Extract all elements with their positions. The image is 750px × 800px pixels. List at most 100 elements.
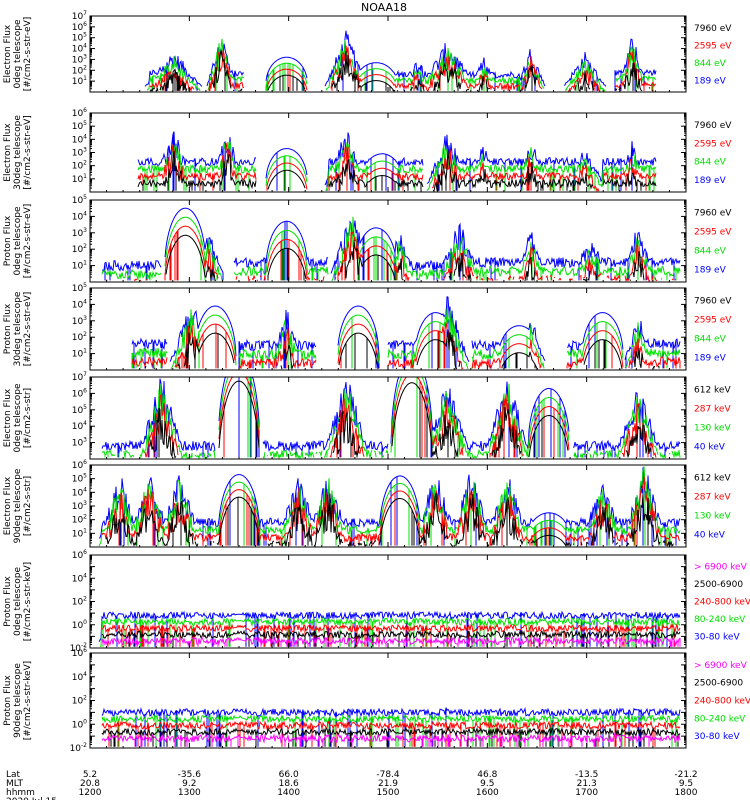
ylabel-line: 0deg telescope — [13, 567, 23, 637]
panel-data — [101, 706, 681, 747]
panel-ylabel: MEPED Electron Flux 90deg telescope [#/cm2-… — [0, 468, 33, 543]
panel-5: 103 104 105 106 107 MEPED Electron Flux 0deg te… — [0, 371, 731, 460]
legend-label: 7960 eV — [694, 297, 732, 307]
legend-label: > 6900 keV — [694, 661, 748, 671]
ylabel-line: MEPED — [0, 586, 3, 618]
ylabel-line: [#/cm2-s-str] — [23, 388, 33, 448]
series-line-black — [101, 725, 681, 747]
ylabel-line: TED — [0, 143, 3, 162]
y-tick-label: 104 — [72, 420, 87, 432]
x-lat-label: -78.4 — [376, 770, 400, 780]
legend-label: 2595 eV — [694, 41, 732, 51]
y-tick-label: 105 — [72, 32, 87, 44]
y-tick-label: 105 — [72, 282, 87, 294]
legend-label: 844 eV — [694, 59, 727, 69]
x-mlt-label: 9.2 — [182, 779, 196, 789]
panel-4: 101 102 103 104 105 TED Proton Flux 30deg teles… — [0, 282, 732, 371]
panel-ylabel: MEPED Electron Flux 0deg telescope [#/cm2-s… — [0, 383, 33, 453]
y-tick-label: 103 — [72, 147, 87, 159]
x-mlt-label: 9.5 — [679, 779, 693, 789]
x-mlt-label: 9.5 — [480, 779, 494, 789]
panel-ylabel: TED Proton Flux 30deg telescope [#/cm2-s-st… — [0, 291, 33, 366]
y-tick-label: 104 — [72, 298, 87, 310]
series-line-red — [101, 476, 681, 546]
x-hhmm-label: 1200 — [79, 788, 102, 798]
y-tick-label: 106 — [72, 459, 87, 471]
legend-label: 844 eV — [694, 158, 727, 168]
ylabel-line: MEPED — [0, 490, 3, 522]
legend-label: 2595 eV — [694, 316, 732, 326]
legend-label: 240-800 keV — [694, 697, 750, 707]
y-tick-label: 104 — [72, 671, 87, 683]
y-tick-label: 102 — [72, 514, 87, 526]
y-tick-label: 106 — [72, 549, 87, 561]
y-tick-label: 10-2 — [70, 642, 88, 654]
legend-label: 80-240 keV — [694, 615, 746, 625]
y-tick-label: 101 — [72, 173, 87, 185]
y-tick-label: 104 — [72, 133, 87, 145]
panel-ylabel: TED Electron Flux 30deg telescope [#/cm2-s-… — [0, 115, 33, 190]
x-mlt-label: 18.6 — [279, 779, 299, 789]
panel-data — [98, 610, 681, 647]
panel-8: 10-2 100 102 104 106 MEPED Proton Flux 90deg te… — [0, 647, 750, 754]
panel-ylabel: TED Proton Flux 0deg telescope [#/cm2-s-str… — [0, 204, 33, 279]
y-tick-label: 100 — [72, 619, 87, 631]
figure-title: NOAA18 — [361, 1, 407, 14]
x-mlt-label: 21.9 — [378, 779, 398, 789]
series-line-black — [149, 380, 652, 459]
x-hhmm-label: 1400 — [277, 788, 300, 798]
y-tick-label: 103 — [72, 315, 87, 327]
y-tick-label: 104 — [72, 43, 87, 55]
x-hhmm-label: 1700 — [575, 788, 598, 798]
row-label-mlt: MLT — [6, 779, 24, 789]
ylabel-line: [#/cm2-s-str-eV] — [23, 115, 33, 190]
ylabel-line: Proton Flux — [3, 303, 13, 354]
legend-label: 844 eV — [694, 247, 727, 257]
legend-label: 130 keV — [694, 424, 731, 434]
panel-data — [131, 296, 681, 370]
ylabel-line: 0deg telescope — [13, 206, 23, 276]
ylabel-line: Electron Flux — [3, 123, 13, 182]
y-tick-label: 102 — [72, 160, 87, 172]
y-tick-label: 101 — [72, 348, 87, 360]
panel-data — [101, 207, 680, 281]
x-mlt-label: 20.8 — [80, 779, 100, 789]
series-line-blue — [137, 131, 657, 191]
x-mlt-label: 21.3 — [577, 779, 597, 789]
series-line-green — [137, 141, 657, 192]
panel-ylabel: MEPED Proton Flux 90deg telescope [#/cm2-s-… — [0, 661, 33, 740]
series-line-magenta — [101, 731, 681, 747]
legend-label: 130 keV — [694, 512, 731, 522]
panel-ylabel: TED Electron Flux 0deg telescope [#/cm2-s-s… — [0, 17, 33, 92]
x-hhmm-label: 1300 — [178, 788, 201, 798]
ylabel-line: 30deg telescope — [13, 291, 23, 366]
panel-data — [144, 30, 657, 92]
y-tick-label: 106 — [72, 387, 87, 399]
y-tick-label: 105 — [72, 194, 87, 206]
y-tick-label: 105 — [72, 120, 87, 132]
date-label: 2020 Jul 15 — [6, 797, 57, 800]
ylabel-line: MEPED — [0, 685, 3, 717]
legend-label: > 6900 keV — [694, 563, 748, 573]
panel-7: 10-2 100 102 104 106 MEPED Proton Flux 0deg tel… — [0, 549, 750, 654]
panel-data — [137, 131, 657, 192]
series-line-blue — [101, 706, 681, 747]
y-tick-label: 102 — [72, 596, 87, 608]
legend-label: 2500-6900 — [694, 580, 743, 590]
legend-label: 189 eV — [694, 176, 727, 186]
y-tick-label: 103 — [72, 53, 87, 65]
legend-label: 40 keV — [694, 443, 726, 453]
series-line-red — [101, 622, 681, 647]
ylabel-line: 90deg telescope — [13, 468, 23, 543]
y-tick-label: 106 — [72, 107, 87, 119]
legend-label: 7960 eV — [694, 24, 732, 34]
series-line-black — [149, 50, 657, 92]
ylabel-line: 0deg telescope — [13, 19, 23, 89]
y-tick-label: 102 — [72, 331, 87, 343]
series-line-green — [101, 377, 681, 459]
ylabel-line: TED — [0, 45, 3, 64]
ylabel-line: Electron Flux — [3, 476, 13, 535]
